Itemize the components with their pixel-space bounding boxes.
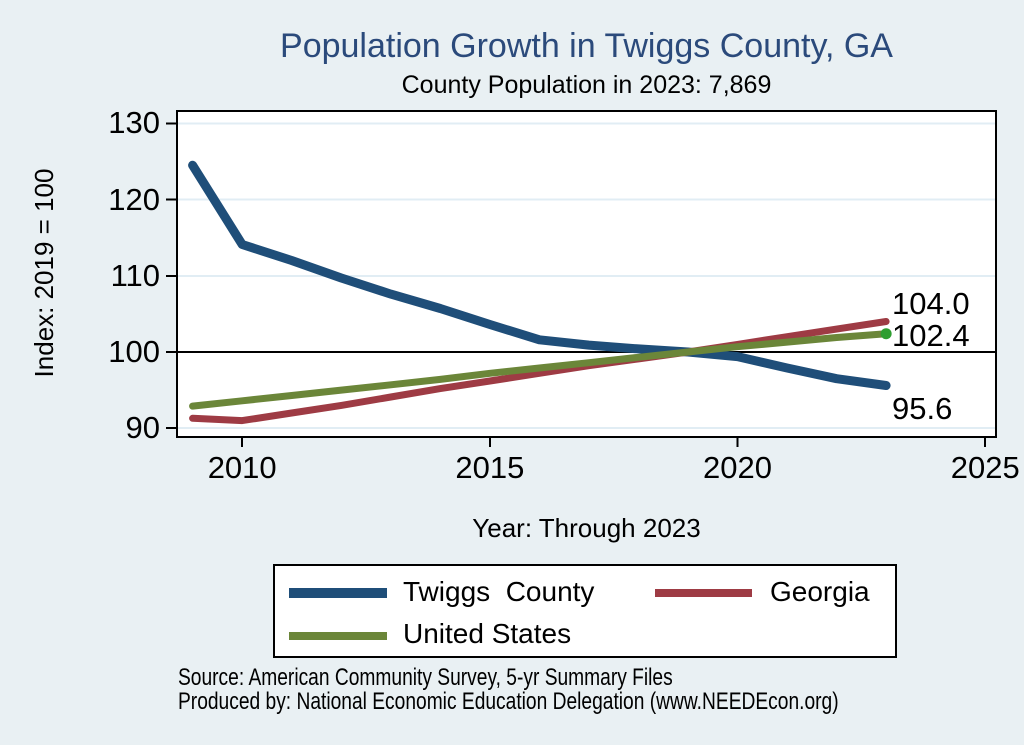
x-tick-label-2010: 2010 (207, 450, 277, 485)
x-tick-label-2025: 2025 (950, 450, 1020, 485)
chart-title: Population Growth in Twiggs County, GA (280, 27, 893, 65)
legend-label-united-states: United States (403, 618, 572, 649)
y-tick-label-110: 110 (110, 257, 160, 293)
legend-swatch-georgia (655, 589, 752, 597)
source-note: Source: American Community Survey, 5-yr … (178, 664, 673, 691)
y-tick-label-120: 120 (108, 181, 160, 217)
legend-label-twiggs-county: Twiggs County (403, 576, 595, 607)
legend-swatch-united-states (289, 632, 387, 640)
produced-by-note: Produced by: National Economic Education… (178, 688, 839, 715)
end-label-united-states: 102.4 (892, 317, 970, 353)
footer-notes: Source: American Community Survey, 5-yr … (178, 666, 1018, 714)
x-tick-label-2020: 2020 (703, 450, 773, 485)
end-label-georgia: 104.0 (892, 286, 970, 322)
legend-label-georgia: Georgia (770, 576, 870, 607)
x-axis-title: Year: Through 2023 (472, 513, 701, 543)
legend-swatch-twiggs-county (289, 588, 387, 598)
y-tick-label-130: 130 (108, 105, 160, 141)
plot-area (176, 110, 997, 438)
x-tick-label-2015: 2015 (455, 450, 525, 485)
chart-subtitle: County Population in 2023: 7,869 (401, 71, 772, 99)
end-label-twiggs-county: 95.6 (892, 390, 953, 426)
y-tick-label-90: 90 (125, 410, 160, 446)
y-tick-label-100: 100 (108, 333, 160, 369)
y-axis-title: Index: 2019 = 100 (29, 168, 59, 378)
legend: Twiggs County Georgia United States (273, 564, 897, 658)
